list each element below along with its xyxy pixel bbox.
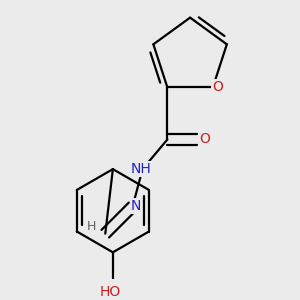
Text: HO: HO bbox=[99, 285, 121, 299]
Text: H: H bbox=[87, 220, 97, 233]
Text: O: O bbox=[199, 133, 210, 146]
Text: N: N bbox=[131, 200, 141, 213]
Text: O: O bbox=[212, 80, 223, 94]
Text: NH: NH bbox=[131, 162, 152, 176]
